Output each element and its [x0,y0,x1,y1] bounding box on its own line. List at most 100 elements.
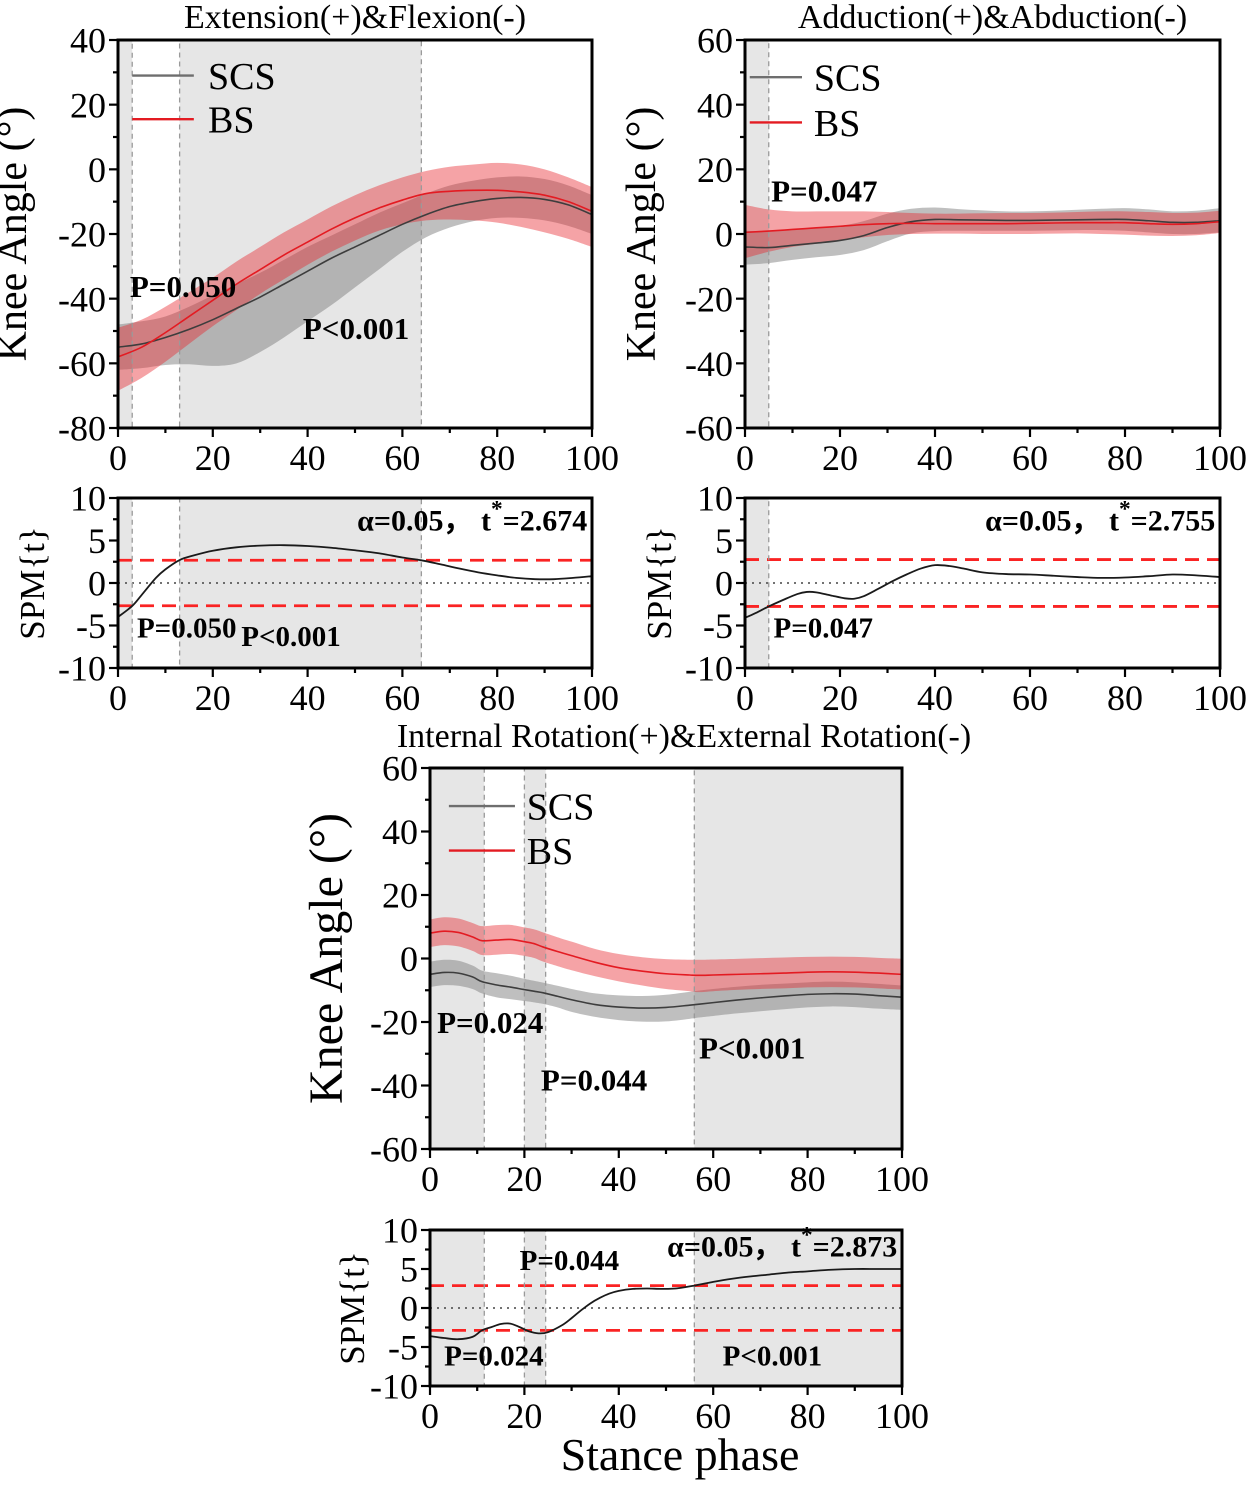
p-value-annotation: P=0.044 [541,1062,647,1097]
adduction-abduction-knee-angle-chart: 0 20 40 60 80 100 60 40 20 0 -20 -40 -60 Adduction(+)… [619,0,1247,478]
p-value-annotation: P=0.047 [774,612,874,644]
y-tick-label: 40 [697,85,733,125]
alpha-threshold-label: α=0.05， t*=2.755 [985,496,1215,537]
x-tick-label: 0 [109,678,127,718]
x-tick-label: 20 [506,1159,542,1199]
y-tick-label: -20 [58,215,106,255]
y-tick-label: -40 [685,344,733,384]
x-tick-label: 80 [479,438,515,478]
y-tick-label: 5 [715,521,733,561]
y-tick-label: 0 [400,939,418,979]
chart-title: Adduction(+)&Abduction(-) [798,0,1187,36]
x-tick-label: 80 [1107,438,1143,478]
scs-band [430,959,902,1022]
y-tick-label: 20 [70,85,106,125]
x-tick-label: 40 [290,438,326,478]
x-tick-label: 20 [822,678,858,718]
x-tick-label: 40 [601,1396,637,1436]
t-line [117,544,593,618]
y-axis-label: Knee Angle (°) [619,107,665,362]
y-tick-label: -10 [685,649,733,689]
significance-region [694,1230,902,1386]
y-tick-label: 10 [382,1211,418,1251]
y-tick-label: 10 [70,479,106,519]
extension-flexion-knee-angle-chart: 0 20 40 60 80 100 40 20 0 -20 -40 -60 -80 Extension(+… [0,0,619,478]
scs-line [117,196,593,348]
y-tick-label: 0 [400,1289,418,1329]
x-tick-label: 60 [1012,678,1048,718]
x-tick-label: 20 [195,678,231,718]
y-tick-label: 10 [697,479,733,519]
x-tick-label: 80 [790,1159,826,1199]
p-value-annotation: P=0.024 [437,1005,543,1040]
y-tick-label: 60 [382,749,418,789]
y-tick-label: -10 [370,1367,418,1407]
y-axis-label: SPM{t} [640,526,679,639]
significance-region [430,1230,485,1386]
x-tick-label: 20 [822,438,858,478]
y-tick-label: 40 [382,812,418,852]
t-line [429,1268,902,1341]
y-tick-label: -60 [370,1130,418,1170]
significance-region [694,768,902,1149]
scs-band [745,207,1220,265]
y-tick-label: -5 [388,1328,418,1368]
x-axis-label: Stance phase [560,1429,800,1480]
x-tick-label: 100 [1193,438,1247,478]
x-tick-label: 0 [421,1159,439,1199]
x-tick-label: 100 [1193,678,1247,718]
p-value-annotation: P=0.050 [130,269,236,304]
x-tick-label: 0 [736,438,754,478]
legend-label-bs: BS [814,103,860,145]
p-value-annotation: P=0.047 [771,174,877,209]
x-tick-label: 100 [875,1159,929,1199]
y-tick-label: -10 [58,649,106,689]
x-tick-label: 80 [790,1396,826,1436]
y-axis-label: SPM{t} [333,1251,372,1364]
chart-title: Extension(+)&Flexion(-) [184,0,526,36]
y-tick-label: -20 [370,1003,418,1043]
y-tick-label: 0 [88,564,106,604]
legend-label-scs: SCS [527,786,595,828]
y-tick-label: -80 [58,409,106,449]
bs-band [118,162,592,391]
bs-line [117,189,593,358]
x-tick-label: 100 [565,678,619,718]
y-tick-label: 40 [70,21,106,61]
x-tick-label: 80 [1107,678,1143,718]
legend-label-bs: BS [527,831,573,873]
y-tick-label: 5 [400,1250,418,1290]
p-value-annotation: P=0.044 [520,1245,620,1277]
p-value-annotation: P<0.001 [723,1341,823,1373]
y-tick-label: -40 [370,1066,418,1106]
bs-line [744,220,1221,234]
p-value-annotation: P=0.050 [137,612,237,644]
y-tick-label: -5 [703,606,733,646]
y-tick-label: 0 [715,564,733,604]
y-tick-label: 60 [697,21,733,61]
legend-label-bs: BS [208,100,254,142]
scs-line [429,971,903,1009]
chart-title: Internal Rotation(+)&External Rotation(-… [397,718,971,755]
bs-line [429,930,903,977]
y-tick-label: -20 [685,279,733,319]
y-tick-label: 20 [382,876,418,916]
x-tick-label: 20 [506,1396,542,1436]
y-axis-label: Knee Angle (°) [0,107,36,362]
significance-region [524,768,546,1149]
y-tick-label: 5 [88,521,106,561]
alpha-threshold-label: α=0.05， t*=2.674 [357,496,587,537]
x-tick-label: 40 [601,1159,637,1199]
x-tick-label: 40 [917,678,953,718]
x-tick-label: 60 [695,1159,731,1199]
x-tick-label: 60 [384,678,420,718]
y-tick-label: 0 [88,150,106,190]
x-tick-label: 100 [875,1396,929,1436]
x-tick-label: 40 [917,438,953,478]
t-line [744,564,1221,619]
significance-region [745,498,769,668]
y-tick-label: -5 [76,606,106,646]
